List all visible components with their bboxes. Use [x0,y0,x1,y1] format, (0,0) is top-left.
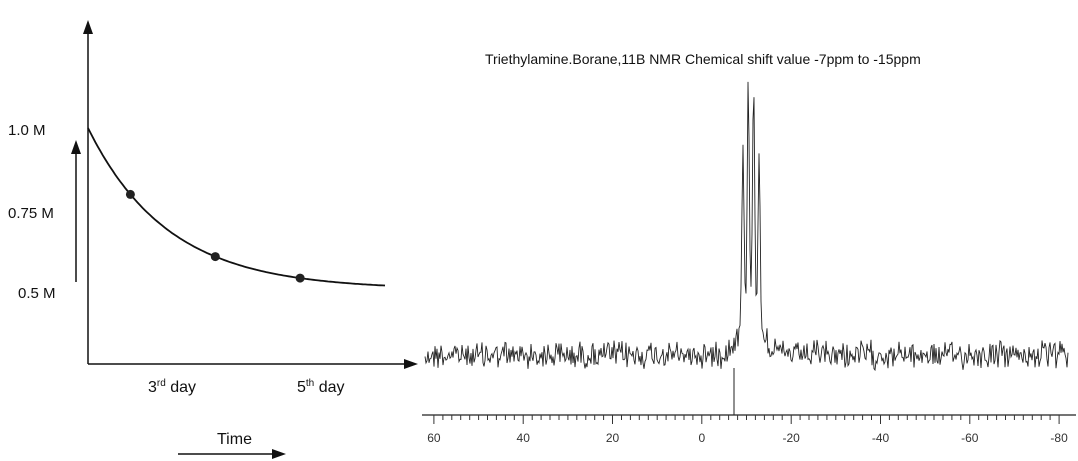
x-axis-label: Time [217,431,252,448]
nmr-tick-label: 20 [606,431,620,445]
decay-markers [126,190,305,283]
nmr-tick-label: -60 [961,431,979,445]
nmr-tick-label: -40 [872,431,890,445]
nmr-tick-label: 40 [517,431,531,445]
nmr-ticks: 60 40 20 0 -20 -40 -60 -80 [427,415,1068,445]
data-point [126,190,135,199]
nmr-chart: Triethylamine.Borane,11B NMR Chemical sh… [422,51,1076,445]
nmr-spectrum-line [425,82,1068,370]
data-point [296,274,305,283]
data-point [211,252,220,261]
y-axis-arrow [83,20,93,34]
y-tick-label: 0.5 M [18,285,56,302]
decay-chart: 1.0 M 0.75 M 0.5 M 3rd day 5th day Time [8,20,418,459]
x-tick-label-3rd-day: 3rd day [148,378,196,396]
x-tick-label-5th-day: 5th day [297,378,345,396]
nmr-tick-label: 0 [698,431,705,445]
decay-curve [88,128,385,286]
y-label-arrow-head [71,140,81,154]
y-tick-label: 0.75 M [8,205,54,222]
nmr-tick-label: -20 [783,431,801,445]
nmr-title: Triethylamine.Borane,11B NMR Chemical sh… [485,51,921,67]
nmr-tick-label: 60 [427,431,441,445]
y-tick-label: 1.0 M [8,122,46,139]
x-axis-arrow [404,359,418,369]
nmr-tick-label: -80 [1050,431,1068,445]
time-arrow-head [272,449,286,459]
